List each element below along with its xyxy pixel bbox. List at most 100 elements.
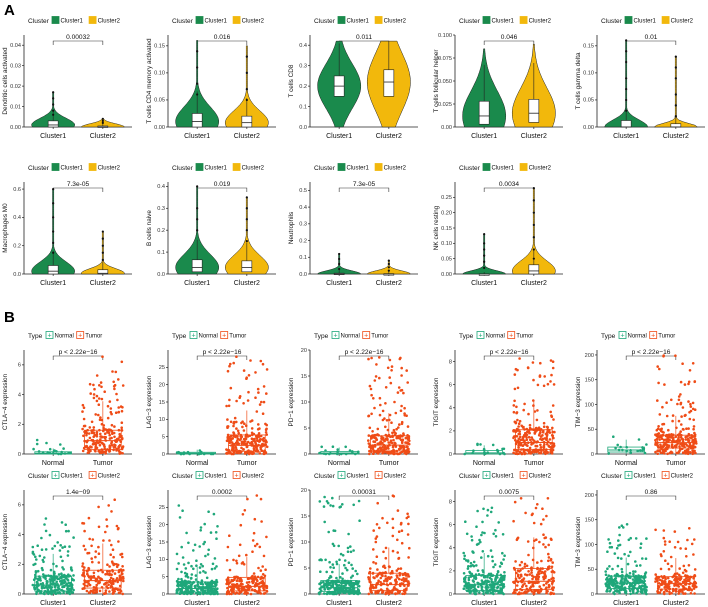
data-point bbox=[111, 548, 115, 551]
data-point bbox=[528, 431, 531, 435]
data-point bbox=[112, 563, 115, 567]
data-point bbox=[70, 568, 73, 571]
data-point bbox=[351, 591, 354, 595]
data-point bbox=[496, 570, 500, 573]
data-point bbox=[681, 427, 685, 431]
data-point bbox=[682, 580, 686, 584]
data-point bbox=[357, 591, 361, 594]
data-point bbox=[532, 404, 535, 407]
data-point bbox=[343, 563, 346, 567]
data-point bbox=[687, 564, 691, 567]
data-point bbox=[661, 576, 665, 580]
outlier-point bbox=[52, 109, 55, 112]
data-point bbox=[495, 574, 499, 578]
data-point bbox=[606, 567, 609, 570]
data-point bbox=[692, 553, 695, 556]
outlier-point bbox=[625, 98, 628, 102]
data-point bbox=[639, 546, 642, 550]
data-point bbox=[539, 361, 542, 365]
data-point bbox=[81, 410, 84, 413]
data-point bbox=[241, 425, 244, 429]
y-tick-label: 0 bbox=[449, 452, 452, 458]
data-point bbox=[405, 445, 409, 449]
data-point bbox=[242, 369, 246, 372]
outlier-point bbox=[245, 71, 248, 74]
data-point bbox=[43, 523, 46, 526]
data-point bbox=[357, 499, 361, 503]
data-point bbox=[673, 530, 677, 533]
data-point bbox=[538, 585, 541, 588]
legend-symbol-icon: + bbox=[478, 333, 482, 340]
data-point bbox=[120, 409, 124, 413]
data-point bbox=[109, 553, 112, 556]
data-point bbox=[631, 578, 635, 581]
data-point bbox=[61, 566, 64, 569]
data-point bbox=[526, 366, 530, 369]
x-tick-label: Normal bbox=[186, 460, 209, 467]
data-point bbox=[97, 413, 100, 417]
legend-title: Type bbox=[459, 333, 474, 340]
data-point bbox=[527, 412, 530, 416]
data-point bbox=[407, 522, 410, 526]
data-point bbox=[369, 387, 373, 391]
data-point bbox=[531, 450, 534, 453]
data-point bbox=[625, 579, 628, 582]
box bbox=[47, 120, 59, 128]
data-point bbox=[259, 359, 263, 363]
data-point bbox=[675, 584, 679, 587]
data-point bbox=[82, 406, 86, 410]
data-point bbox=[377, 447, 380, 451]
data-point bbox=[633, 576, 637, 580]
outlier-point bbox=[674, 77, 677, 80]
data-point bbox=[478, 538, 481, 542]
data-point bbox=[81, 403, 85, 407]
data-point bbox=[515, 411, 519, 414]
data-point bbox=[207, 548, 210, 552]
legend-label: Cluster2 bbox=[98, 19, 121, 25]
data-point bbox=[90, 420, 94, 424]
data-point bbox=[536, 575, 540, 578]
data-point bbox=[62, 447, 65, 450]
data-point bbox=[530, 571, 533, 574]
data-point bbox=[180, 570, 183, 574]
data-point bbox=[351, 584, 355, 588]
y-tick-label: 10 bbox=[159, 417, 165, 423]
data-point bbox=[121, 555, 124, 559]
x-tick-label: Cluster2 bbox=[376, 600, 402, 607]
data-point bbox=[338, 506, 342, 509]
pvalue-bracket bbox=[338, 187, 390, 192]
data-point bbox=[547, 552, 550, 556]
data-point bbox=[477, 585, 480, 589]
data-point bbox=[253, 448, 256, 452]
outlier-point bbox=[625, 50, 628, 53]
x-tick-label: Cluster1 bbox=[184, 133, 210, 140]
data-point bbox=[61, 546, 64, 549]
data-point bbox=[407, 435, 411, 438]
outlier-point bbox=[387, 262, 390, 266]
pvalue-bracket bbox=[196, 187, 248, 192]
data-point bbox=[541, 431, 545, 434]
data-point bbox=[187, 541, 190, 545]
data-point bbox=[692, 425, 696, 428]
pvalue-bracket bbox=[52, 355, 104, 360]
data-point bbox=[530, 566, 533, 569]
data-point bbox=[605, 578, 608, 581]
data-point bbox=[523, 402, 526, 406]
data-point bbox=[213, 567, 217, 570]
data-point bbox=[391, 517, 395, 521]
data-point bbox=[376, 568, 379, 571]
data-point bbox=[243, 509, 247, 512]
data-point bbox=[667, 433, 671, 437]
data-point bbox=[491, 555, 494, 559]
data-point bbox=[479, 443, 482, 446]
data-point bbox=[390, 569, 394, 573]
data-point bbox=[480, 533, 483, 537]
data-point bbox=[257, 435, 261, 438]
data-point bbox=[628, 571, 632, 575]
y-tick-label: 4 bbox=[449, 546, 452, 552]
data-point bbox=[543, 375, 546, 378]
data-point bbox=[31, 551, 35, 555]
y-axis-label: T cells follicular helper bbox=[433, 49, 440, 113]
